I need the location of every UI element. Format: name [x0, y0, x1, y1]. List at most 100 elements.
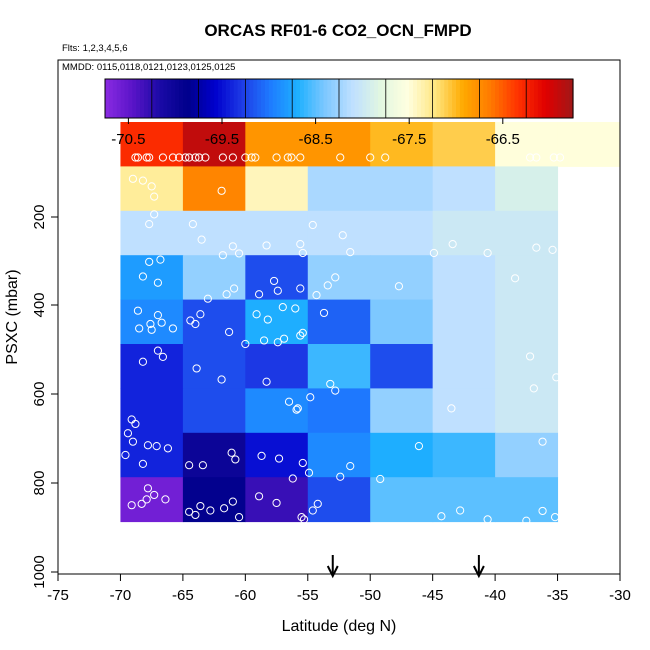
data-point [147, 182, 156, 191]
data-point [138, 357, 148, 366]
data-point [188, 220, 197, 229]
heatmap-cell [120, 299, 184, 345]
colorbar-segment [358, 79, 363, 118]
colorbar-segment [140, 79, 145, 118]
heatmap-cell [495, 344, 559, 389]
data-point [414, 442, 424, 451]
heatmap-cell [120, 255, 184, 301]
data-point [145, 153, 154, 162]
data-point [195, 153, 204, 162]
data-point [269, 276, 279, 286]
y-tick-label: 800 [31, 470, 48, 495]
colorbar-segment [502, 79, 508, 118]
data-point [131, 153, 140, 162]
colorbar-segment [456, 79, 461, 118]
colorbar-segment [323, 79, 328, 118]
colorbar-segment [210, 79, 215, 118]
data-point [138, 272, 148, 281]
heatmap-cell [432, 122, 496, 167]
colorbar-segment [510, 79, 516, 118]
data-point [447, 404, 456, 413]
data-point [262, 377, 271, 386]
colorbar-segment [245, 79, 250, 118]
data-point [525, 153, 535, 162]
data-point [376, 474, 385, 484]
data-point [366, 153, 375, 162]
heatmap-cell [495, 388, 559, 434]
data-point [150, 192, 159, 201]
data-point [191, 153, 200, 162]
heatmap-cell [370, 166, 434, 212]
heatmap-cell [245, 299, 309, 345]
data-point [296, 153, 305, 162]
colorbar-segment [163, 79, 168, 118]
data-point [133, 306, 143, 315]
heatmap-cell [432, 210, 496, 256]
colorbar-segment [124, 79, 129, 118]
data-point [220, 504, 229, 513]
data-point [252, 310, 261, 319]
colorbar-segment [537, 79, 543, 118]
data-point [291, 304, 300, 313]
y-tick-label: 600 [31, 381, 48, 406]
data-point [306, 393, 315, 402]
colorbar-segment [288, 79, 293, 118]
colorbar-segment [409, 79, 414, 118]
colorbar-border [104, 78, 574, 119]
colorbar-segment [530, 79, 535, 118]
heatmap-cell [245, 166, 309, 212]
data-point [218, 251, 227, 260]
data-point [156, 255, 165, 264]
data-point [550, 513, 560, 522]
heatmap-cell [120, 166, 184, 212]
data-point [222, 290, 231, 299]
colorbar-segment [151, 79, 157, 118]
colorbar-segment [335, 79, 340, 118]
colorbar-segment [136, 79, 141, 118]
colorbar-segment [319, 79, 324, 118]
data-point [274, 454, 284, 463]
data-point [131, 419, 140, 429]
colorbar-segment [381, 79, 387, 118]
data-point [298, 248, 307, 258]
heatmap-cell [182, 255, 246, 301]
data-point [161, 495, 170, 504]
colorbar-segment [292, 79, 297, 118]
colorbar-segment [272, 79, 278, 118]
data-point [279, 334, 289, 343]
colorbar-segment [342, 79, 348, 118]
colorbar-segment [362, 79, 367, 118]
data-point [153, 278, 163, 287]
heatmap-cell [432, 477, 496, 523]
colorbar-segment [374, 79, 379, 118]
arrow-markers [326, 555, 485, 579]
data-point [150, 490, 159, 500]
colorbar-segment [214, 79, 219, 118]
colorbar-segment [495, 79, 500, 118]
heatmap-cell [495, 299, 559, 345]
flights-note: Flts: 1,2,3,4,5,6 [62, 43, 127, 54]
data-point [198, 461, 207, 470]
data-point [168, 324, 177, 333]
heatmap-cell [495, 477, 559, 523]
data-point [532, 243, 541, 252]
data-point [142, 153, 151, 162]
colorbar-segment [413, 79, 418, 118]
data-point [273, 286, 282, 295]
data-point [336, 153, 345, 162]
heatmap-cell [182, 166, 246, 212]
data-point [273, 338, 282, 347]
data-point [145, 220, 154, 229]
heatmap-cell [370, 122, 434, 167]
heatmap-cell [370, 432, 434, 478]
data-point [346, 247, 355, 257]
colorbar-segment [116, 79, 122, 118]
data-point [175, 153, 184, 162]
heatmap-cell [245, 255, 309, 301]
data-point [323, 281, 332, 290]
data-point [228, 242, 237, 251]
heatmap-cell [182, 432, 246, 478]
data-point [218, 153, 227, 162]
data-point [326, 379, 335, 389]
y-tick-label: 400 [31, 292, 48, 317]
